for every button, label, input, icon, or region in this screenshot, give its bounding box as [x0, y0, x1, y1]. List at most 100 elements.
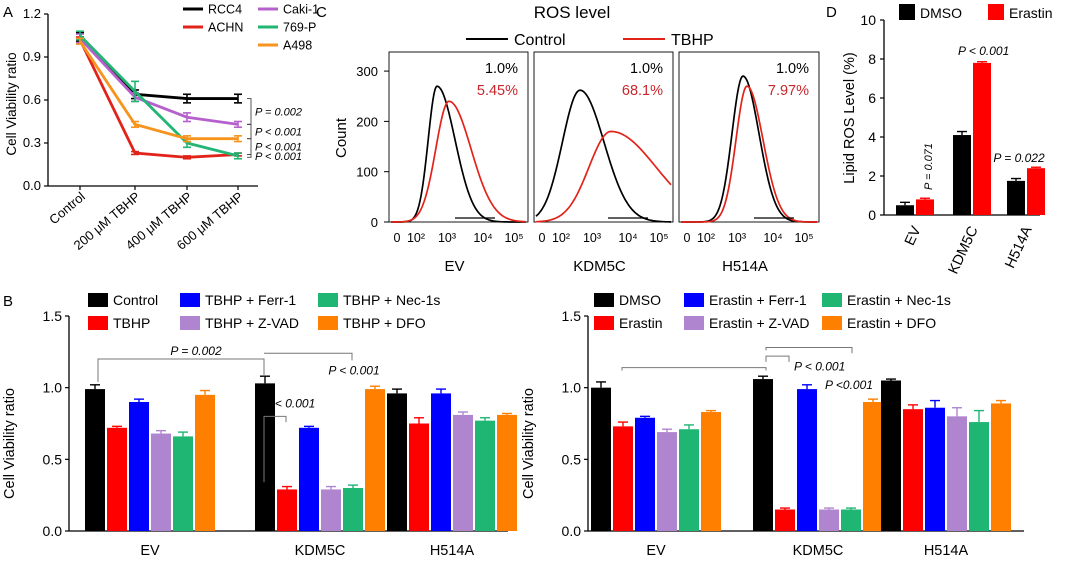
d-bar-kdm5c-erastin [973, 62, 991, 216]
b2-legend-label-erastin-nec-1s: Erastin + Nec-1s [847, 292, 951, 308]
b2-significance-bracket [621, 367, 767, 371]
d-bar-kdm5c-dmso [953, 135, 971, 215]
b2-significance-bracket [765, 347, 853, 354]
c-control-histogram-kdm5c [535, 89, 671, 223]
b2-bar-h514a-erastin-ferr-1 [925, 407, 945, 531]
b2-bar-kdm5c-erastin-ferr-1 [797, 389, 817, 531]
b2-bar-ev-erastin-ferr-1 [635, 417, 655, 531]
b2-x-tick-label: EV [646, 543, 666, 559]
b2-y-tick-label: 0.0 [562, 523, 582, 539]
c-sample-label-kdm5c: KDM5C [573, 258, 626, 275]
b1-bar-kdm5c-control [255, 383, 275, 531]
b2-bar-ev-erastin-dfo [701, 412, 721, 531]
b1-p-value: P < 0.001 [328, 364, 379, 378]
b1-legend-label-tbhp-ferr-1: TBHP + Ferr-1 [205, 292, 296, 308]
b2-legend-label-erastin: Erastin [619, 315, 663, 331]
b2-bar-kdm5c-dmso [753, 379, 773, 531]
b1-significance-bracket [97, 358, 265, 382]
c-x-tick-label: 10² [697, 231, 715, 245]
b2-legend-swatch-erastin-nec-1s [822, 293, 842, 307]
a-significance-bracket [247, 154, 252, 158]
a-series-line-a498 [78, 40, 238, 141]
panel-label-b: B [3, 293, 13, 310]
d-x-tick-label: KDM5C [946, 224, 982, 277]
panel-label-d: D [826, 4, 837, 21]
d-legend-swatch-dmso [899, 4, 915, 20]
b2-legend-swatch-dmso [594, 293, 614, 307]
b2-bar-kdm5c-erastin [775, 509, 795, 531]
d-p-value: P = 0.071 [923, 143, 935, 190]
b1-bar-kdm5c-tbhp-ferr-1 [299, 427, 319, 531]
b1-x-tick-label: EV [140, 543, 160, 559]
b2-bar-ev-dmso [591, 387, 611, 531]
c-title: ROS level [534, 3, 611, 22]
b1-x-tick-label: KDM5C [295, 543, 346, 559]
b1-p-value: P < 0.001 [264, 396, 315, 410]
b2-significance-bracket [765, 355, 790, 362]
c-sample-label-h514a: H514A [722, 258, 768, 275]
b2-legend-swatch-erastin-z-vad [684, 316, 704, 330]
b1-bar-kdm5c-tbhp-nec-1s [343, 488, 363, 531]
c-control-percent-kdm5c: 1.0% [630, 61, 663, 77]
d-bar-h514a-dmso [1007, 180, 1025, 215]
b1-bar-kdm5c-tbhp [277, 489, 297, 531]
b2-legend-swatch-erastin [594, 316, 614, 330]
d-y-tick-label: 0 [868, 207, 876, 223]
c-tbhp-percent-kdm5c: 68.1% [622, 83, 663, 99]
c-x-tick-label: 10³ [438, 231, 456, 245]
c-y-axis-label: Count [333, 117, 350, 158]
c-y-tick-label: 100 [356, 165, 378, 180]
a-significance-bracket [247, 123, 252, 140]
b2-p-value: P < 0.001 [757, 427, 771, 478]
c-tbhp-percent-ev: 5.45% [477, 83, 518, 99]
b2-y-tick-label: 1.0 [562, 380, 582, 396]
a-p-value: P < 0.001 [255, 151, 302, 163]
b1-y-tick-label: 1.5 [43, 308, 63, 324]
a-p-value: P < 0.001 [255, 127, 302, 139]
c-y-tick-label: 200 [356, 114, 378, 129]
c-sample-label-ev: EV [444, 258, 464, 275]
b2-bar-ev-erastin [613, 426, 633, 531]
d-y-tick-label: 4 [868, 129, 876, 145]
b1-bar-ev-tbhp-ferr-1 [129, 402, 149, 531]
a-y-tick-label: 0.6 [23, 92, 41, 107]
a-y-tick-label: 0.9 [23, 49, 41, 64]
b2-legend-label-dmso: DMSO [619, 292, 661, 308]
panel-d-bar-chart: 0 2 4 6 8 10 Lipid ROS Level (%) EV KDM5C H514A DM… [842, 4, 1053, 277]
panel-label-c: C [316, 4, 327, 21]
a-y-tick-label: 1.2 [23, 6, 41, 21]
c-x-tick-label: 0 [394, 231, 401, 245]
d-y-tick-label: 2 [868, 168, 876, 184]
c-control-percent-h514a: 1.0% [776, 61, 809, 77]
b1-bar-h514a-tbhp-z-vad [453, 414, 473, 531]
c-y-tick-label: 0 [371, 215, 378, 230]
c-legend-label-tbhp: TBHP [671, 32, 714, 49]
b1-bar-h514a-tbhp-nec-1s [475, 420, 495, 531]
b2-y-tick-label: 0.5 [562, 451, 582, 467]
a-y-tick-label: 0.3 [23, 135, 41, 150]
b1-legend-swatch-tbhp [88, 316, 108, 330]
b1-y-axis-label: Cell Viability ratio [2, 388, 18, 499]
b2-x-tick-label: KDM5C [793, 543, 844, 559]
b2-bar-h514a-dmso [881, 380, 901, 531]
b1-bar-ev-tbhp-dfo [195, 394, 215, 531]
c-histogram-frame-kdm5c [533, 51, 674, 223]
c-x-tick-label: 10⁴ [618, 231, 637, 245]
b2-legend-swatch-erastin-ferr-1 [684, 293, 704, 307]
c-x-tick-label: 0 [684, 231, 691, 245]
b2-bar-ev-erastin-nec-1s [679, 429, 699, 531]
d-bar-ev-erastin [916, 199, 934, 215]
d-legend-label-erastin: Erastin [1009, 5, 1053, 21]
c-legend-label-control: Control [514, 32, 566, 49]
c-histogram-frame-ev [388, 51, 529, 223]
b1-legend-swatch-tbhp-nec-1s [318, 293, 338, 307]
c-tbhp-histogram-h514a [681, 85, 817, 223]
b2-bar-kdm5c-erastin-dfo [863, 402, 883, 531]
b1-bar-ev-control [85, 389, 105, 531]
panel-a-line-chart: 0.0 0.3 0.6 0.9 1.2 Cell Viability ratio Contr… [4, 3, 319, 253]
c-y-tick-label: 300 [356, 64, 378, 79]
b2-legend-swatch-erastin-dfo [822, 316, 842, 330]
b1-legend-label-control: Control [113, 292, 158, 308]
a-significance-bracket [247, 98, 252, 125]
